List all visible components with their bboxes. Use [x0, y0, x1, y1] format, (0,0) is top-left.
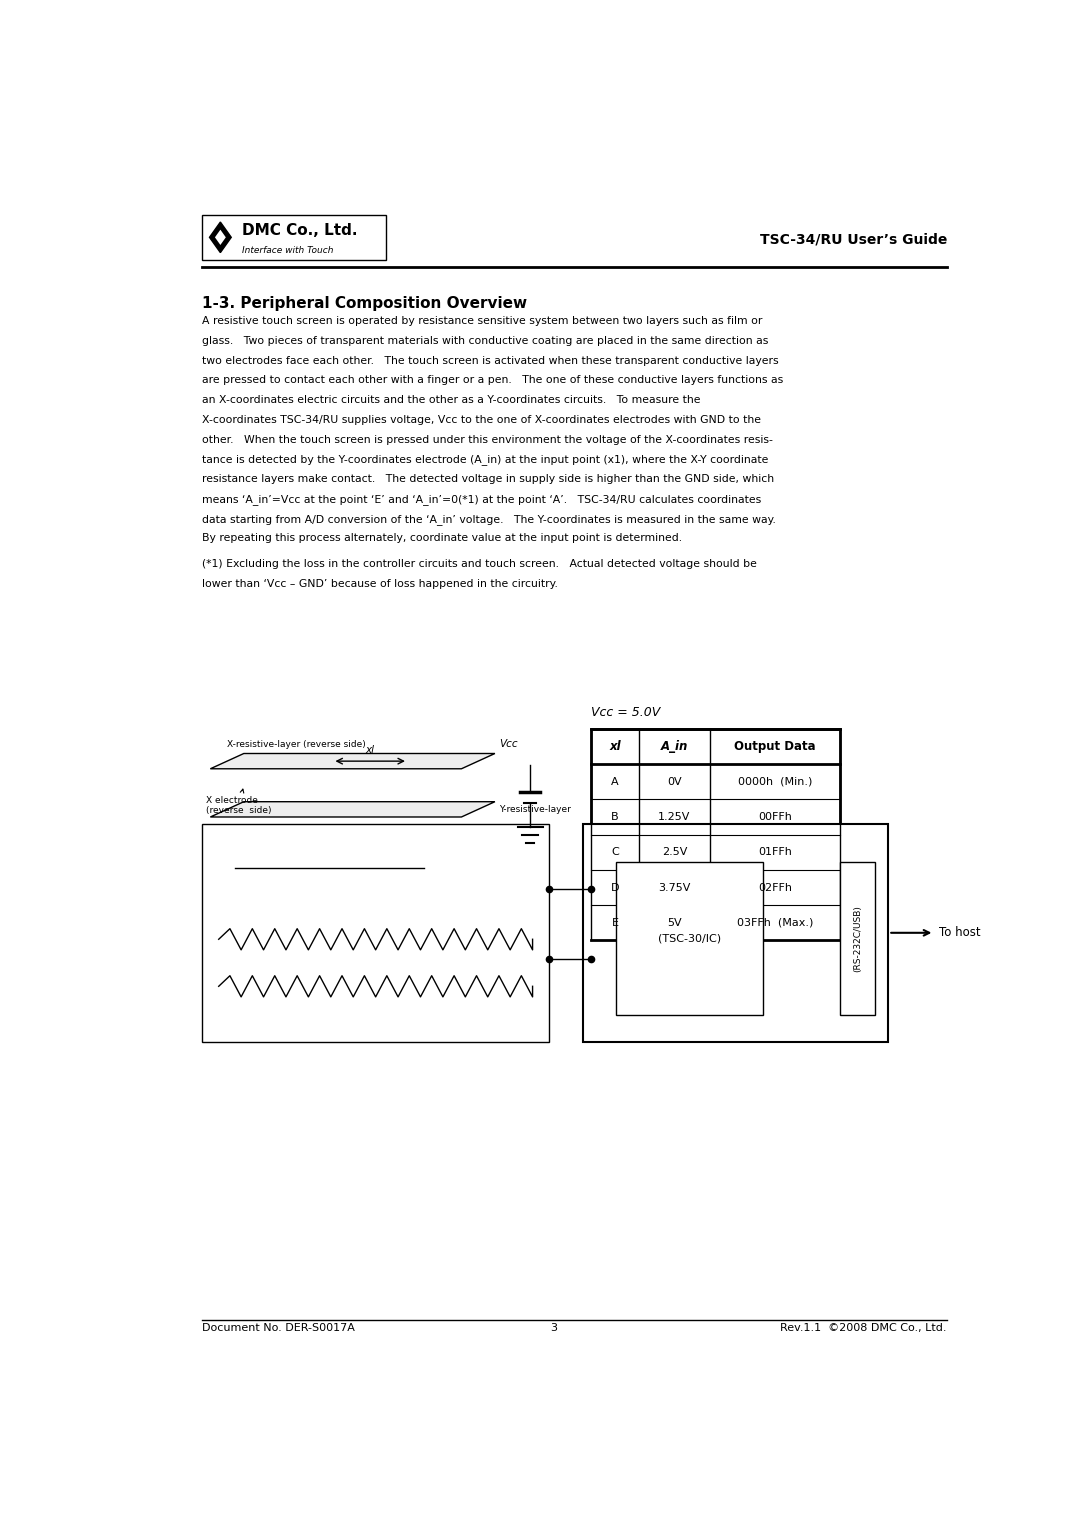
- Text: an X-coordinates electric circuits and the other as a Y-coordinates circuits.   : an X-coordinates electric circuits and t…: [202, 395, 701, 405]
- Text: other.   When the touch screen is pressed under this environment the voltage of : other. When the touch screen is pressed …: [202, 435, 773, 444]
- Bar: [202, 825, 550, 1041]
- Text: are pressed to contact each other with a finger or a pen.   The one of these con: are pressed to contact each other with a…: [202, 376, 783, 385]
- Text: Y electrode: Y electrode: [291, 834, 341, 843]
- Text: Rev.1.1  ©2008 DMC Co., Ltd.: Rev.1.1 ©2008 DMC Co., Ltd.: [781, 1324, 947, 1333]
- Text: TSC-34/RU User’s Guide: TSC-34/RU User’s Guide: [759, 232, 947, 246]
- Text: A_in: A_in: [428, 863, 450, 873]
- Text: (TSC-34/RU): (TSC-34/RU): [700, 838, 771, 851]
- Text: 0000h  (Min.): 0000h (Min.): [738, 777, 812, 786]
- Text: X-resistive-layer: X-resistive-layer: [215, 902, 292, 912]
- Text: C: C: [353, 1014, 362, 1026]
- Text: 00FFh: 00FFh: [758, 812, 792, 822]
- Text: (Touch Screen): (Touch Screen): [235, 840, 323, 852]
- Text: 01FFh: 01FFh: [758, 847, 792, 857]
- Text: X-coordinates TSC-34/RU supplies voltage, Vcc to the one of X-coordinates electr: X-coordinates TSC-34/RU supplies voltage…: [202, 415, 761, 425]
- Text: A: A: [484, 1014, 492, 1026]
- Text: 0V: 0V: [667, 777, 681, 786]
- Text: Vcc: Vcc: [593, 872, 611, 881]
- Text: C: C: [611, 847, 619, 857]
- Text: Vcc: Vcc: [499, 739, 517, 748]
- Text: E: E: [611, 918, 619, 928]
- Bar: [840, 861, 875, 1014]
- Text: 1-3. Peripheral Composition Overview: 1-3. Peripheral Composition Overview: [202, 296, 527, 312]
- Text: 1.25V: 1.25V: [658, 812, 690, 822]
- Text: X-resistive-layer (reverse side): X-resistive-layer (reverse side): [227, 739, 366, 748]
- Text: xl: xl: [366, 745, 375, 756]
- Text: B: B: [611, 812, 619, 822]
- Text: 3: 3: [550, 1324, 557, 1333]
- Text: 02FFh: 02FFh: [758, 883, 792, 893]
- Text: (RS-232C/USB): (RS-232C/USB): [853, 904, 862, 971]
- Text: E: E: [224, 1014, 231, 1026]
- Text: D: D: [287, 1014, 297, 1026]
- Text: Vcc = 5.0V: Vcc = 5.0V: [591, 707, 660, 719]
- Polygon shape: [210, 221, 231, 252]
- Text: D: D: [611, 883, 619, 893]
- Polygon shape: [215, 229, 226, 244]
- Bar: [591, 728, 840, 941]
- Text: two electrodes face each other.   The touch screen is activated when these trans: two electrodes face each other. The touc…: [202, 356, 779, 365]
- Text: Touch: Touch: [341, 857, 373, 867]
- Text: means ‘A_in’=Vcc at the point ‘E’ and ‘A_in’=0(*1) at the point ‘A’.   TSC-34/RU: means ‘A_in’=Vcc at the point ‘E’ and ‘A…: [202, 493, 761, 505]
- Text: Y-resistive-layer: Y-resistive-layer: [215, 959, 291, 968]
- FancyBboxPatch shape: [202, 215, 387, 260]
- Text: 5V: 5V: [667, 918, 681, 928]
- Text: Output Data: Output Data: [734, 741, 815, 753]
- Text: A: A: [611, 777, 619, 786]
- Text: Interface with Touch: Interface with Touch: [242, 246, 334, 255]
- Text: tance is detected by the Y-coordinates electrode (A_in) at the input point (x1),: tance is detected by the Y-coordinates e…: [202, 455, 768, 466]
- Text: xl: xl: [609, 741, 621, 753]
- Text: data starting from A/D conversion of the ‘A_in’ voltage.   The Y-coordinates is : data starting from A/D conversion of the…: [202, 513, 775, 525]
- Text: lower than ‘Vcc – GND’ because of loss happened in the circuitry.: lower than ‘Vcc – GND’ because of loss h…: [202, 579, 558, 589]
- Text: A resistive touch screen is operated by resistance sensitive system between two : A resistive touch screen is operated by …: [202, 316, 762, 327]
- Text: (*1) Excluding the loss in the controller circuits and touch screen.   Actual de: (*1) Excluding the loss in the controlle…: [202, 559, 757, 570]
- Text: (TSC-30/IC): (TSC-30/IC): [658, 933, 721, 944]
- Polygon shape: [211, 846, 495, 860]
- Text: Document No. DER-S0017A: Document No. DER-S0017A: [202, 1324, 355, 1333]
- Text: 03FFh  (Max.): 03FFh (Max.): [737, 918, 813, 928]
- Text: X electrode
(reverse  side): X electrode (reverse side): [206, 789, 272, 815]
- Text: B: B: [419, 1014, 428, 1026]
- Bar: [583, 825, 889, 1041]
- Text: DMC Co., Ltd.: DMC Co., Ltd.: [242, 223, 357, 238]
- Text: By repeating this process alternately, coordinate value at the input point is de: By repeating this process alternately, c…: [202, 533, 683, 544]
- Text: glass.   Two pieces of transparent materials with conductive coating are placed : glass. Two pieces of transparent materia…: [202, 336, 768, 345]
- Text: A_in: A_in: [661, 741, 688, 753]
- Text: Y-resistive-layer: Y-resistive-layer: [499, 805, 571, 814]
- Polygon shape: [211, 802, 495, 817]
- Text: A_in: A_in: [593, 941, 615, 953]
- Text: 2.5V: 2.5V: [662, 847, 687, 857]
- Polygon shape: [211, 753, 495, 768]
- Text: xl: xl: [381, 867, 391, 876]
- Text: 3.75V: 3.75V: [658, 883, 690, 893]
- Text: To host: To host: [939, 927, 981, 939]
- Text: resistance layers make contact.   The detected voltage in supply side is higher : resistance layers make contact. The dete…: [202, 473, 774, 484]
- Bar: [617, 861, 762, 1014]
